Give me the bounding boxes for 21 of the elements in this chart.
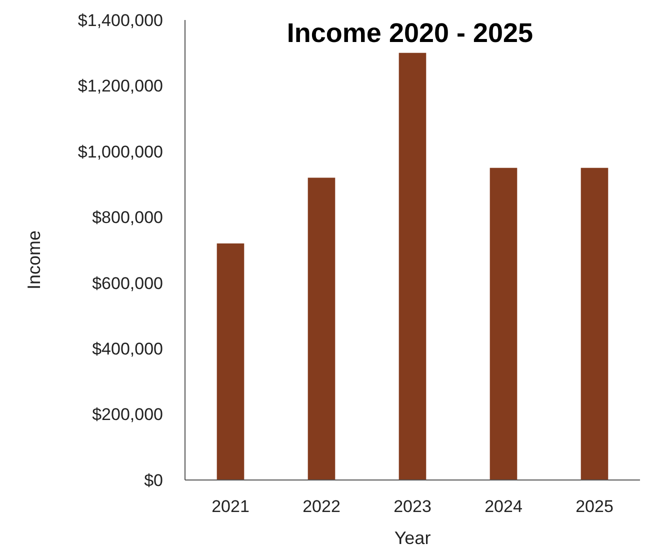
y-tick-label: $400,000 (92, 340, 163, 359)
x-tick-label: 2023 (394, 497, 432, 516)
y-tick-label: $1,400,000 (78, 10, 163, 30)
y-tick-label: $800,000 (92, 208, 163, 228)
chart-title: Income 2020 - 2025 (286, 18, 534, 48)
y-tick-label: $1,000,000 (78, 142, 163, 162)
bar (216, 243, 244, 480)
x-tick-label: 2021 (212, 497, 250, 516)
x-axis-title: Year (394, 528, 431, 548)
bar (398, 52, 426, 480)
x-tick-label: 2024 (484, 497, 522, 516)
x-tick-label: 2022 (302, 497, 340, 516)
bar (308, 178, 336, 480)
y-tick-label: $200,000 (92, 405, 163, 424)
y-tick-label: $600,000 (92, 274, 163, 293)
y-axis-title: Income (24, 230, 44, 290)
x-tick-label: 2025 (576, 497, 614, 516)
bar (490, 168, 518, 480)
y-tick-label: $1,200,000 (78, 76, 163, 96)
bar (580, 168, 608, 480)
y-tick-label: $0 (144, 470, 163, 490)
